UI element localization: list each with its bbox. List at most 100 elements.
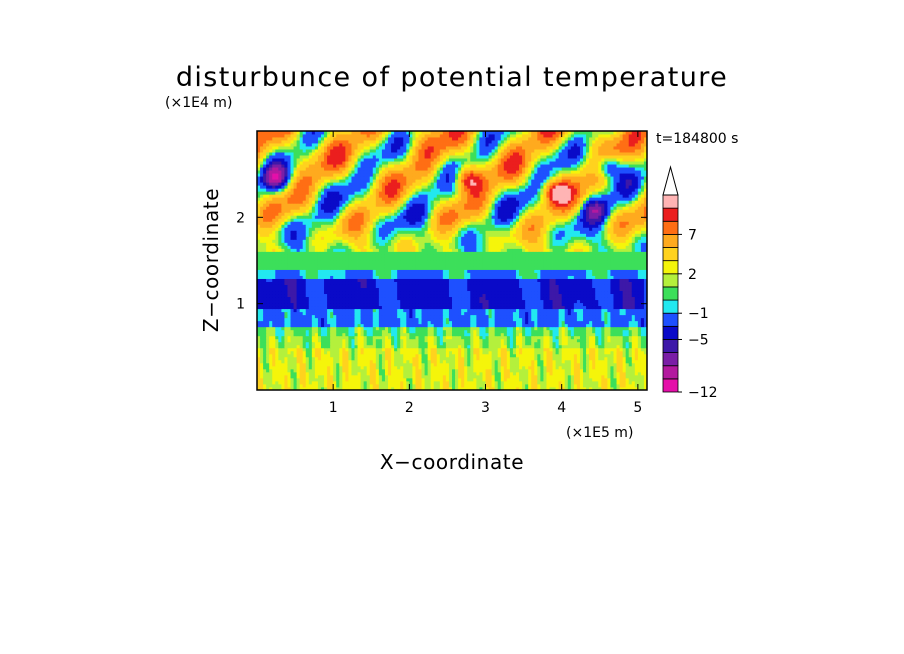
heatmap-cell bbox=[604, 374, 608, 379]
heatmap-cell bbox=[421, 275, 425, 279]
heatmap-cell bbox=[302, 374, 307, 379]
heatmap-cell bbox=[327, 314, 331, 319]
heatmap-cell bbox=[595, 374, 599, 379]
heatmap-cell bbox=[467, 359, 471, 364]
heatmap-cell bbox=[330, 362, 334, 367]
heatmap-cell bbox=[430, 305, 435, 310]
heatmap-cell bbox=[503, 302, 508, 307]
heatmap-cell bbox=[543, 353, 547, 358]
heatmap-cell bbox=[357, 314, 361, 319]
heatmap-cell bbox=[531, 302, 535, 307]
heatmap-cell bbox=[403, 383, 407, 388]
heatmap-cell bbox=[479, 362, 483, 367]
heatmap-cell bbox=[299, 311, 304, 316]
heatmap-cell bbox=[643, 314, 647, 319]
heatmap-cell bbox=[519, 341, 523, 346]
heatmap-cell bbox=[610, 320, 614, 325]
heatmap-cell bbox=[436, 314, 441, 319]
heatmap-cell bbox=[345, 278, 349, 282]
heatmap-cell bbox=[391, 344, 395, 349]
heatmap-cell bbox=[424, 287, 429, 292]
heatmap-cell bbox=[260, 338, 264, 343]
heatmap-cell bbox=[342, 332, 346, 337]
heatmap-cell bbox=[403, 371, 407, 376]
heatmap-cell bbox=[467, 305, 471, 310]
heatmap-cell bbox=[345, 281, 349, 285]
heatmap-cell bbox=[348, 329, 352, 334]
heatmap-cell bbox=[500, 386, 505, 390]
heatmap-cell bbox=[406, 386, 410, 390]
heatmap-cell bbox=[327, 377, 331, 382]
heatmap-cell bbox=[384, 308, 389, 313]
heatmap-cell bbox=[522, 287, 526, 292]
heatmap-cell bbox=[519, 287, 523, 292]
heatmap-cell bbox=[619, 353, 624, 358]
heatmap-cell bbox=[290, 365, 294, 370]
heatmap-cell bbox=[378, 344, 383, 349]
heatmap-cell bbox=[369, 320, 374, 325]
heatmap-cell bbox=[433, 326, 438, 331]
heatmap-cell bbox=[391, 320, 395, 325]
heatmap-cell bbox=[552, 380, 556, 385]
heatmap-cell bbox=[278, 329, 282, 334]
heatmap-cell bbox=[366, 356, 371, 361]
heatmap-cell bbox=[604, 353, 608, 358]
heatmap-cell bbox=[257, 344, 261, 349]
heatmap-cell bbox=[348, 311, 352, 316]
heatmap-cell bbox=[610, 314, 614, 319]
heatmap-cell bbox=[324, 332, 328, 337]
heatmap-cell bbox=[366, 353, 371, 358]
heatmap-cell bbox=[576, 299, 581, 304]
heatmap-cell bbox=[448, 335, 453, 340]
heatmap-cell bbox=[257, 275, 261, 279]
heatmap-cell bbox=[549, 374, 553, 379]
heatmap-cell bbox=[418, 368, 422, 373]
heatmap-cell bbox=[586, 347, 590, 352]
heatmap-cell bbox=[299, 302, 304, 307]
heatmap-cell bbox=[643, 272, 647, 276]
heatmap-cell bbox=[610, 368, 614, 373]
heatmap-cell bbox=[336, 368, 340, 373]
heatmap-cell bbox=[424, 305, 429, 310]
heatmap-cell bbox=[619, 323, 624, 328]
heatmap-cell bbox=[339, 278, 343, 282]
heatmap-cell bbox=[598, 365, 602, 370]
heatmap-cell bbox=[433, 317, 438, 322]
heatmap-cell bbox=[512, 335, 517, 340]
heatmap-cell bbox=[311, 383, 316, 388]
heatmap-cell bbox=[543, 344, 547, 349]
heatmap-cell bbox=[442, 314, 447, 319]
heatmap-cell bbox=[388, 305, 392, 310]
heatmap-cell bbox=[375, 380, 380, 385]
heatmap-cell bbox=[564, 284, 569, 288]
heatmap-cell bbox=[458, 332, 462, 337]
heatmap-cell bbox=[342, 353, 346, 358]
heatmap-cell bbox=[351, 371, 355, 376]
heatmap-cell bbox=[613, 374, 617, 379]
heatmap-cell bbox=[327, 275, 331, 279]
heatmap-cell bbox=[314, 380, 319, 385]
heatmap-cell bbox=[616, 278, 620, 282]
heatmap-cell bbox=[409, 275, 413, 279]
heatmap-cell bbox=[491, 344, 496, 349]
heatmap-cell bbox=[461, 305, 465, 310]
heatmap-cell bbox=[448, 341, 453, 346]
heatmap-cell bbox=[263, 326, 267, 331]
heatmap-cell bbox=[336, 317, 340, 322]
heatmap-cell bbox=[317, 323, 322, 328]
heatmap-cell bbox=[592, 365, 596, 370]
heatmap-cell bbox=[622, 308, 627, 313]
heatmap-cell bbox=[619, 302, 624, 307]
heatmap-cell bbox=[314, 335, 319, 340]
heatmap-cell bbox=[272, 353, 276, 358]
heatmap-cell bbox=[525, 359, 529, 364]
heatmap-cell bbox=[619, 290, 624, 295]
heatmap-cell bbox=[324, 314, 328, 319]
heatmap-cell bbox=[500, 362, 505, 367]
heatmap-cell bbox=[293, 377, 298, 382]
heatmap-cell bbox=[552, 350, 556, 355]
heatmap-cell bbox=[619, 344, 624, 349]
heatmap-cell bbox=[555, 299, 560, 304]
heatmap-cell bbox=[589, 338, 593, 343]
heatmap-cell bbox=[573, 317, 578, 322]
